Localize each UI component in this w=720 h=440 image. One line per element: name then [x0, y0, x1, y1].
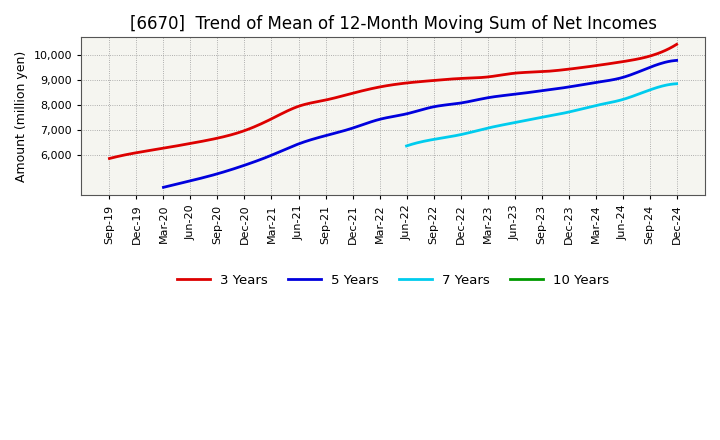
Title: [6670]  Trend of Mean of 12-Month Moving Sum of Net Incomes: [6670] Trend of Mean of 12-Month Moving … — [130, 15, 657, 33]
5 Years — [464, 99, 473, 104]
5 Years — [672, 58, 681, 63]
Y-axis label: Amount (million yen): Amount (million yen) — [15, 51, 28, 182]
3 Years — [672, 42, 681, 47]
7 Years — [672, 81, 681, 86]
5 Years — [463, 99, 472, 105]
5 Years — [624, 73, 633, 78]
3 Years — [105, 156, 114, 161]
7 Years — [563, 110, 572, 115]
Legend: 3 Years, 5 Years, 7 Years, 10 Years: 3 Years, 5 Years, 7 Years, 10 Years — [171, 268, 615, 292]
7 Years — [567, 109, 576, 114]
Line: 5 Years: 5 Years — [163, 60, 677, 187]
5 Years — [473, 97, 482, 103]
5 Years — [159, 185, 168, 190]
5 Years — [161, 184, 169, 190]
3 Years — [441, 77, 449, 82]
3 Years — [619, 59, 628, 64]
7 Years — [647, 87, 656, 92]
7 Years — [403, 143, 412, 148]
7 Years — [630, 93, 639, 99]
7 Years — [402, 143, 411, 149]
7 Years — [562, 110, 571, 115]
Line: 7 Years: 7 Years — [407, 84, 677, 146]
5 Years — [592, 80, 600, 85]
Line: 3 Years: 3 Years — [109, 44, 677, 158]
3 Years — [583, 64, 592, 70]
3 Years — [107, 155, 116, 161]
3 Years — [452, 76, 461, 81]
3 Years — [443, 77, 451, 82]
